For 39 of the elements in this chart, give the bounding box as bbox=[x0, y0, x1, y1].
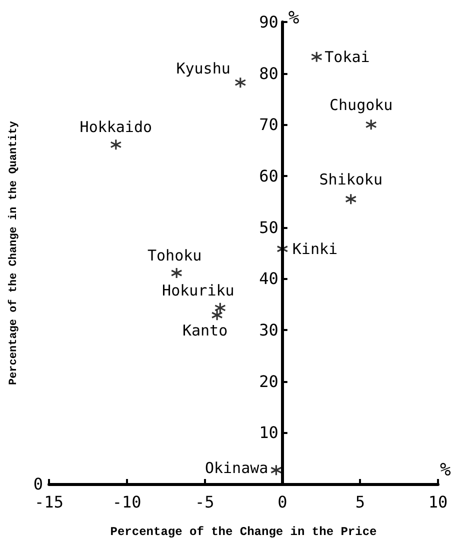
y-tick-label: 70 bbox=[259, 115, 278, 134]
x-tick-label: 10 bbox=[428, 492, 448, 512]
y-tick-label: 60 bbox=[259, 166, 278, 186]
x-tick-label: -5 bbox=[194, 492, 214, 512]
x-tick-label: 5 bbox=[355, 492, 366, 512]
annotation: Hokuriku bbox=[162, 281, 234, 300]
annotation: Kyushu bbox=[176, 60, 230, 78]
annotation: Tokai bbox=[324, 48, 370, 66]
x-axis-title: Percentage of the Change in the Price bbox=[110, 525, 377, 539]
y-tick-label: 80 bbox=[259, 64, 278, 83]
x-tick-label: 0 bbox=[278, 492, 288, 512]
annotation: Okinawa bbox=[204, 459, 268, 478]
text: 0 bbox=[33, 474, 43, 494]
point bbox=[214, 302, 226, 314]
point bbox=[170, 267, 182, 279]
annotation: Kanto bbox=[182, 322, 228, 340]
y-axis-title: Percentage of the Change in the Quantity bbox=[7, 120, 20, 386]
annotation: Tohoku bbox=[148, 246, 202, 265]
point bbox=[234, 76, 246, 88]
y-tick-label: 40 bbox=[259, 269, 278, 288]
x-tick-label: -15 bbox=[34, 492, 64, 512]
text: % bbox=[440, 460, 451, 480]
point bbox=[270, 464, 282, 476]
point bbox=[310, 51, 322, 63]
y-tick-label: 10 bbox=[259, 423, 278, 442]
x-tick-label: -10 bbox=[112, 492, 142, 512]
y-tick-label: 30 bbox=[259, 320, 278, 340]
annotation: Shikoku bbox=[319, 170, 382, 189]
annotation: Kinki bbox=[292, 240, 338, 258]
point bbox=[365, 118, 377, 130]
point bbox=[211, 309, 223, 321]
y-tick-label: 50 bbox=[259, 218, 278, 237]
annotation: Hokkaido bbox=[80, 118, 152, 136]
point bbox=[110, 138, 122, 150]
point bbox=[345, 193, 357, 205]
annotation: % bbox=[288, 8, 300, 28]
annotation: Chugoku bbox=[329, 96, 393, 114]
y-tick-label: 20 bbox=[259, 372, 278, 391]
y-tick-label: 90 bbox=[259, 12, 278, 32]
